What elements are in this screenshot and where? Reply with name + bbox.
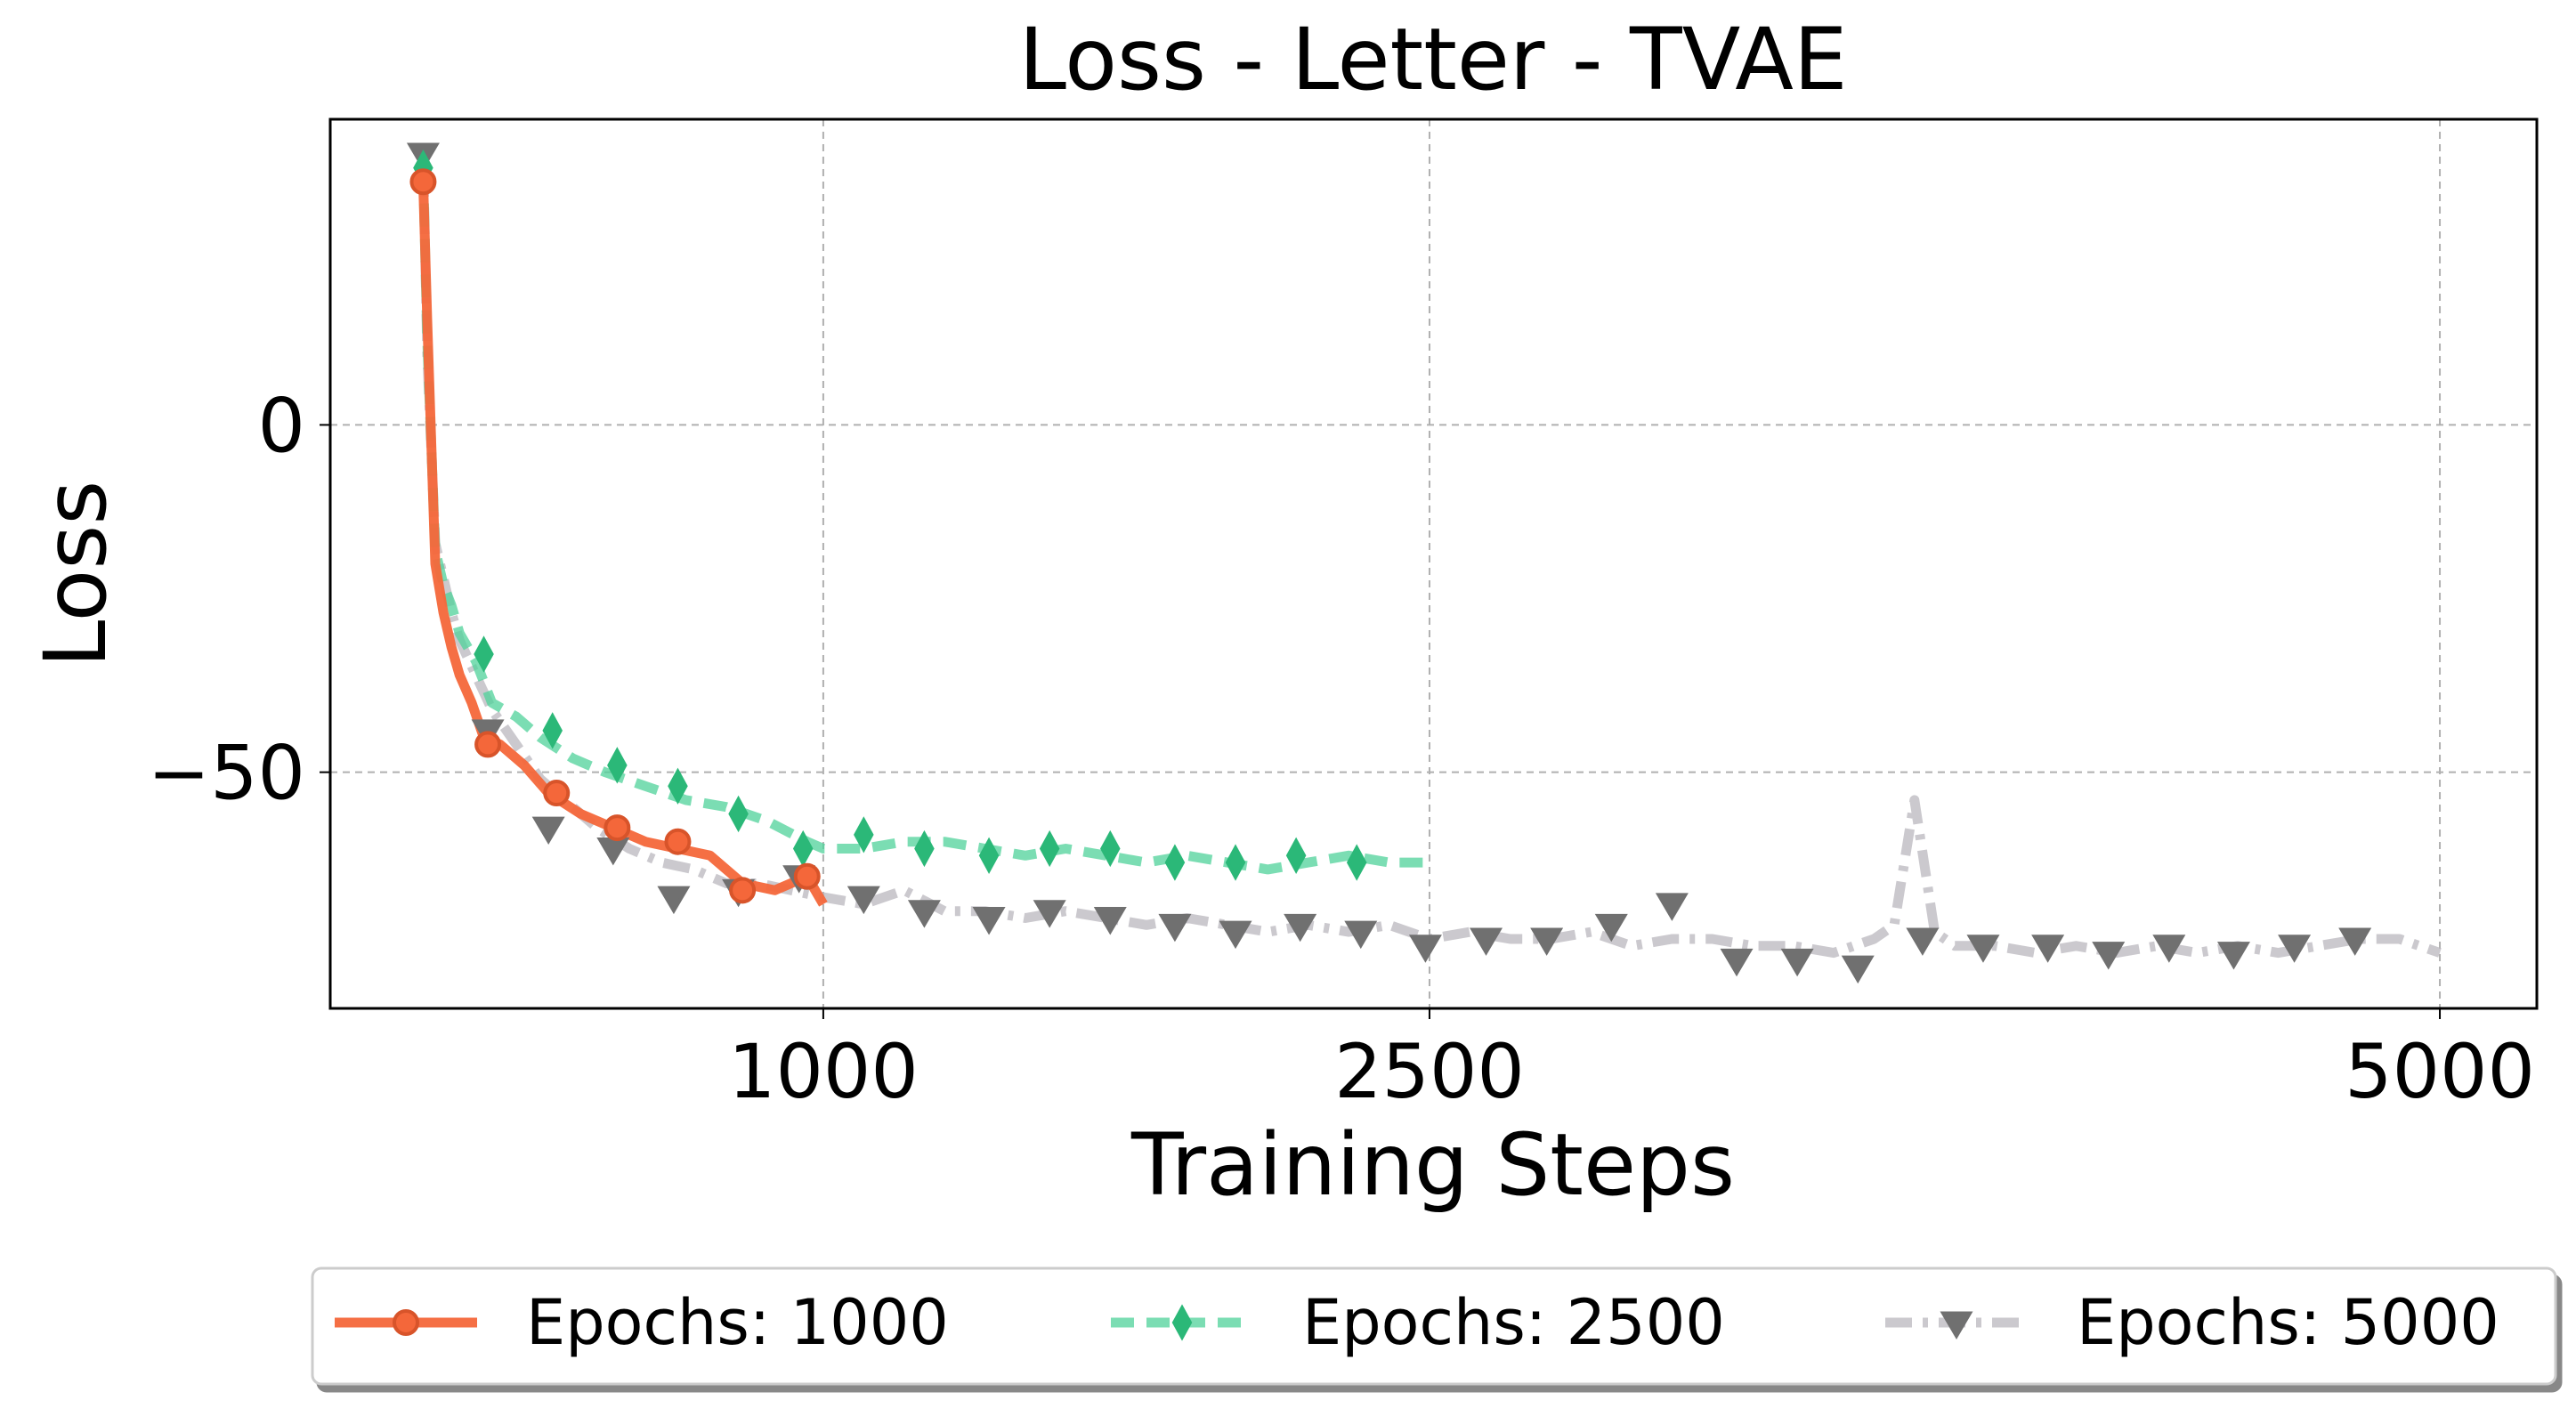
series-2-marker xyxy=(1164,844,1186,881)
series-3-marker xyxy=(907,900,941,928)
series-1-marker xyxy=(793,862,821,890)
legend: Epochs: 1000 Epochs: 2500 Epochs: 5000 xyxy=(311,1266,2557,1386)
series-1-marker xyxy=(409,168,437,196)
y-axis-label: Loss xyxy=(26,481,126,668)
chart-title: Loss - Letter - TVAE xyxy=(1018,10,1847,109)
series-2-marker xyxy=(728,795,749,833)
series-3-marker xyxy=(531,816,565,846)
series-2-marker xyxy=(542,712,563,749)
gridlines xyxy=(330,119,2537,1008)
series-markers xyxy=(406,142,2372,984)
series-1-marker xyxy=(543,780,571,807)
series-1-marker xyxy=(603,814,631,842)
series-3-marker xyxy=(1530,927,1564,956)
series-3-marker xyxy=(2092,942,2126,970)
series-3-marker xyxy=(1966,935,2000,963)
legend-label-3: Epochs: 5000 xyxy=(2077,1286,2499,1359)
x-tick-label: 2500 xyxy=(1334,1028,1525,1115)
axis-ticks: 1000 2500 5000 0 −50 xyxy=(148,382,2535,1115)
y-tick-label: 0 xyxy=(258,382,305,469)
legend-marker-2 xyxy=(1171,1304,1193,1341)
series-2-marker xyxy=(1285,837,1307,874)
legend-box xyxy=(311,1266,2557,1386)
legend-label-2: Epochs: 2500 xyxy=(1302,1286,1725,1359)
series-3-marker xyxy=(1720,948,1754,977)
series-2-marker xyxy=(978,837,1000,874)
series-2-marker xyxy=(1346,844,1367,881)
series-2-marker xyxy=(1225,844,1246,881)
series-2-marker xyxy=(1099,829,1121,868)
series-3-marker xyxy=(657,886,691,915)
series-3-marker xyxy=(1841,955,1875,984)
x-axis-label: Training Steps xyxy=(1130,1115,1735,1215)
series-1-marker xyxy=(729,877,757,904)
series-3-marker xyxy=(1906,927,1940,956)
legend-marker-1 xyxy=(393,1309,419,1336)
series-3-marker xyxy=(1284,913,1317,943)
series-3-marker xyxy=(2031,935,2065,963)
series-3-marker xyxy=(2216,942,2250,970)
series-2-marker xyxy=(1039,829,1060,868)
legend-marker-3 xyxy=(1940,1311,1973,1339)
series-1-marker xyxy=(474,731,502,758)
series-3-marker xyxy=(2338,927,2372,956)
y-tick-label: −50 xyxy=(148,730,305,817)
series-3-marker xyxy=(1780,948,1814,977)
series-3-marker xyxy=(847,886,880,915)
plot-frame xyxy=(328,117,2539,1010)
series-3-marker xyxy=(2278,935,2312,963)
x-tick-label: 5000 xyxy=(2345,1028,2535,1115)
series-1-marker xyxy=(664,828,692,855)
series-3-marker xyxy=(1344,920,1378,950)
series-3-marker xyxy=(1470,927,1503,956)
series-3-marker xyxy=(1594,913,1628,943)
legend-label-1: Epochs: 1000 xyxy=(526,1286,949,1359)
series-3-marker xyxy=(1408,935,1442,963)
series-2-marker xyxy=(668,767,688,805)
x-tick-label: 1000 xyxy=(728,1028,919,1115)
series-3-marker xyxy=(2152,935,2186,963)
series-2-marker xyxy=(792,829,814,868)
series-3-marker xyxy=(1033,900,1066,928)
series-2-marker xyxy=(854,816,874,854)
series-3-marker xyxy=(1158,913,1192,943)
series-3-marker xyxy=(1093,907,1127,935)
series-3-marker xyxy=(972,907,1006,935)
series-2-marker xyxy=(474,635,494,673)
series-2-marker xyxy=(607,747,628,784)
series-2-marker xyxy=(914,829,935,868)
series-3-marker xyxy=(1655,893,1689,921)
series-3-marker xyxy=(1219,920,1252,950)
